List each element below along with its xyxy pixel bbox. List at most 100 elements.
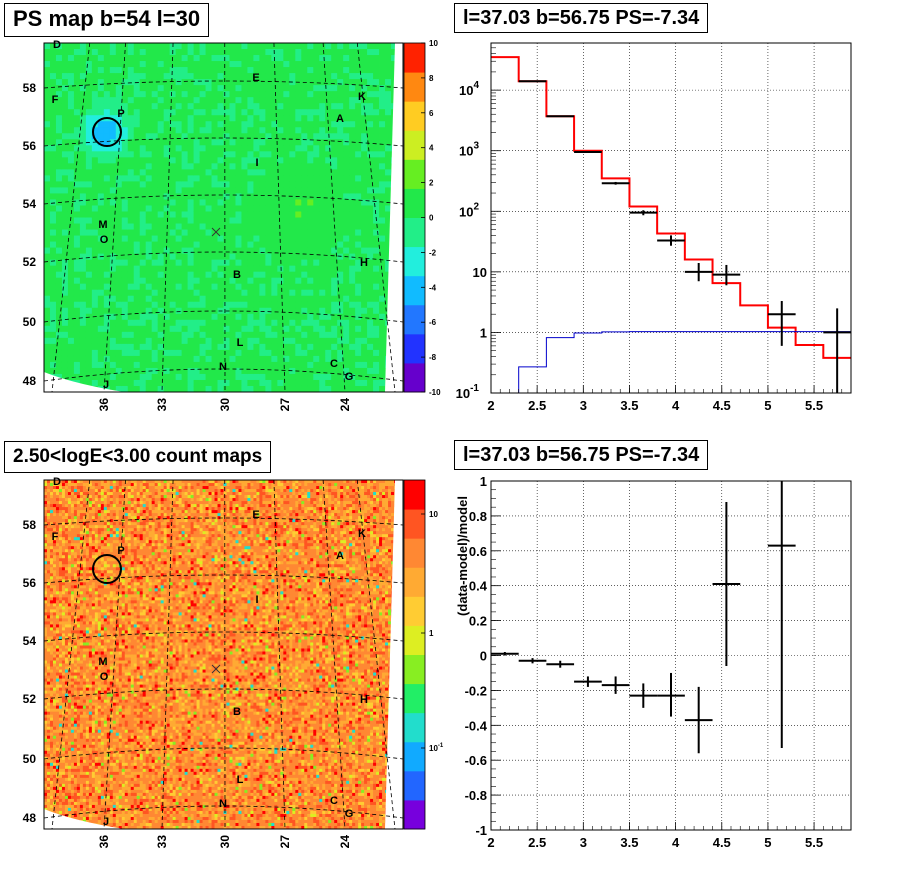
ps-map-cell — [295, 121, 302, 128]
ps-map-cell — [55, 121, 63, 128]
count-map-cell — [61, 648, 66, 652]
ps-map-cell — [373, 337, 380, 345]
count-map-cell — [64, 540, 69, 544]
ps-map-cell — [325, 307, 332, 315]
count-map-cell — [46, 495, 51, 499]
ps-map-cell — [193, 67, 200, 74]
count-map-cell — [70, 801, 75, 806]
ps-map-cell — [97, 73, 105, 80]
ps-map-cell — [151, 127, 159, 134]
ps-map-cell — [361, 337, 368, 345]
ps-map-cell — [241, 175, 248, 182]
ps-map-cell — [187, 181, 194, 188]
ps-map-cell — [205, 55, 212, 62]
count-map-cell — [73, 537, 78, 541]
ps-map-cell — [283, 169, 290, 176]
ps-map-cell — [277, 181, 284, 188]
count-map-cell — [61, 669, 66, 673]
count-map-cell — [76, 732, 81, 737]
ps-map-cell — [199, 223, 206, 230]
count-map-cell — [44, 777, 48, 782]
ps-map-cell — [49, 259, 57, 267]
ps-map-cell — [103, 289, 111, 297]
ps-map-cell — [331, 205, 338, 212]
count-map-cell — [61, 531, 66, 535]
ps-map-cell — [301, 385, 308, 393]
ps-map-cell — [349, 67, 356, 74]
count-map-cell — [76, 522, 81, 526]
ps-map-cell — [67, 205, 75, 212]
ps-map-cell — [115, 295, 123, 303]
ps-map-cell — [151, 193, 159, 200]
count-map-cell — [58, 801, 63, 806]
ps-map-cell — [145, 103, 153, 110]
count-map-cell — [55, 540, 60, 544]
count-map-cell — [70, 759, 75, 764]
ps-map-cell — [253, 139, 260, 146]
ps-map-cell — [73, 97, 81, 104]
ps-map-cell — [259, 235, 266, 242]
ps-map-cell — [379, 259, 386, 267]
ps-map-cell — [379, 289, 386, 297]
ps-map-cell — [367, 241, 374, 248]
count-map-cell — [52, 549, 57, 553]
ps-map-cell — [175, 199, 183, 206]
ps-map-cell — [301, 43, 308, 50]
count-map-cell — [67, 528, 72, 532]
ps-map-cell — [253, 223, 260, 230]
ps-map-cell — [265, 157, 272, 164]
ps-map-cell — [127, 133, 135, 140]
ps-map-cell — [277, 91, 284, 98]
ps-map-cell — [373, 163, 380, 170]
ps-map-cell — [361, 91, 368, 98]
count-map-cell — [64, 738, 69, 743]
ps-map-cell — [241, 223, 248, 230]
ps-map-cell — [319, 193, 326, 200]
count-map-cell — [49, 732, 54, 737]
ps-map-cell — [355, 277, 362, 285]
count-map-cell — [76, 573, 81, 577]
ps-map-cell — [229, 79, 236, 86]
ps-map-cell — [277, 115, 284, 122]
count-map-cell — [52, 603, 57, 607]
ps-map-cell — [163, 289, 171, 297]
ps-map-cell — [265, 187, 272, 194]
ps-map-cell — [319, 265, 326, 273]
ps-map-cell — [277, 229, 284, 236]
ps-map-cell — [385, 85, 392, 92]
count-map-cell — [46, 747, 51, 752]
count-map-cell — [61, 612, 66, 616]
ps-map-cell — [289, 151, 296, 158]
count-map-cell — [49, 597, 54, 601]
ps-map-cell — [187, 97, 194, 104]
ps-map-cell — [307, 145, 314, 152]
count-map-cell — [61, 543, 66, 547]
count-map-cell — [52, 786, 57, 791]
ps-map-cell — [169, 73, 177, 80]
ps-map-cell — [343, 307, 350, 315]
count-map-cell — [46, 534, 51, 538]
count-map-cell — [76, 612, 81, 616]
count-map-cell — [52, 537, 57, 541]
ps-map-cell — [193, 109, 200, 116]
ps-map-cell — [223, 385, 230, 393]
ps-map-cell — [313, 73, 320, 80]
count-map-cell — [44, 534, 48, 538]
count-map-cell — [76, 594, 81, 598]
ps-map-cell — [49, 289, 57, 297]
ps-map-cell — [127, 367, 135, 375]
count-map-cell — [76, 633, 81, 637]
count-map-cell — [70, 747, 75, 752]
ps-map-cell — [259, 265, 266, 273]
ps-map-cell — [307, 253, 314, 261]
ps-map-cell — [277, 373, 284, 381]
count-map-cell — [61, 483, 66, 487]
ps-map-cell — [253, 361, 260, 369]
ps-map-cell — [97, 109, 105, 116]
ps-map-cell — [109, 379, 117, 387]
ps-map-cell — [379, 121, 386, 128]
ps-map-cell — [145, 295, 153, 303]
ps-map-cell — [61, 61, 69, 68]
ps-map-cell — [229, 295, 236, 303]
ps-map-cell — [343, 289, 350, 297]
